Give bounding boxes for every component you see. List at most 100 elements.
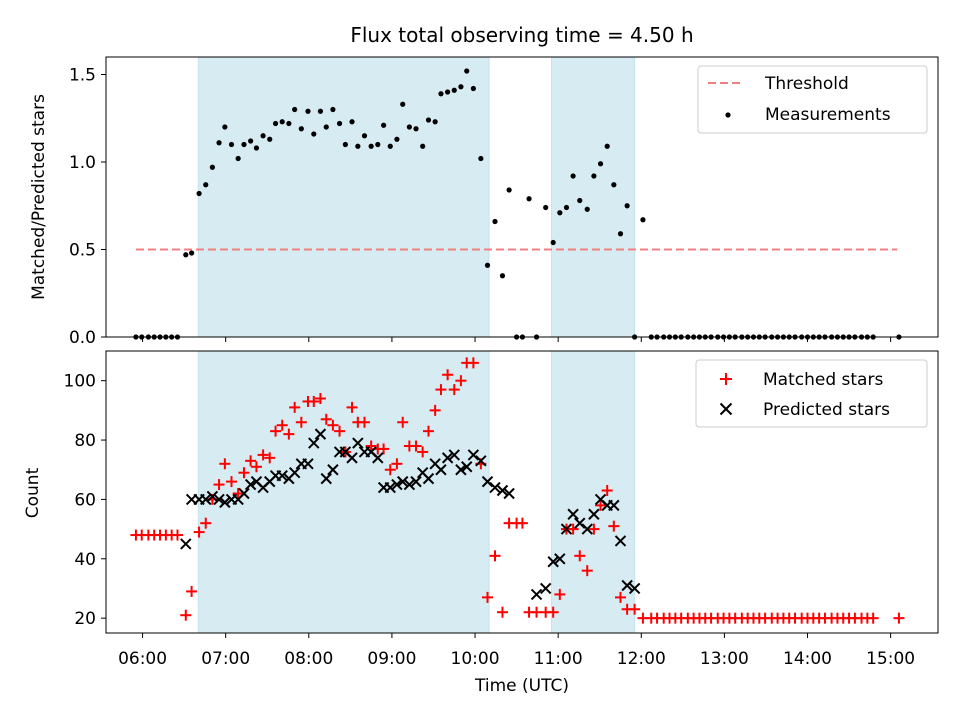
measurement-point: [451, 87, 457, 93]
top-panel: 0.0 0.5 1.0 1.5 Matched/Predicted stars Thr…: [29, 56, 939, 348]
measurement-point: [241, 141, 247, 148]
matched-star-point: [200, 517, 212, 529]
measurement-point: [506, 187, 512, 193]
predicted-star-point: [475, 455, 487, 467]
bottom-shaded-regions: [197, 350, 636, 634]
x-tick-label: 06:00: [118, 649, 167, 669]
measurement-point: [381, 122, 387, 128]
y-tick-label: 0.0: [69, 328, 96, 348]
matched-star-point: [171, 529, 183, 541]
predicted-star-point: [180, 538, 192, 550]
y-tick-label: 1.0: [69, 153, 96, 173]
matched-star-points: [130, 357, 905, 624]
measurement-point: [499, 273, 506, 279]
measurement-point: [368, 143, 374, 149]
matched-star-point: [358, 416, 370, 428]
measurement-point: [267, 136, 273, 142]
measurement-point: [298, 126, 304, 132]
measurement-point: [425, 117, 432, 123]
matched-star-point: [270, 425, 282, 437]
predicted-star-point: [588, 508, 600, 520]
matched-star-point: [308, 395, 320, 407]
x-tick-label: 08:00: [284, 649, 333, 669]
measurement-point: [597, 161, 604, 167]
matched-star-point: [397, 416, 409, 428]
measurement-point: [577, 197, 583, 204]
measurement-point: [196, 190, 202, 197]
predicted-star-point: [308, 437, 320, 449]
matched-star-point: [867, 612, 879, 624]
predicted-star-point: [288, 466, 301, 479]
predicted-star-point: [455, 464, 467, 476]
matched-star-point: [219, 458, 231, 470]
y-tick-label: 40: [74, 550, 96, 570]
predicted-star-point: [621, 579, 633, 592]
measurement-point: [342, 141, 348, 148]
matched-star-point: [516, 517, 528, 529]
shaded-region: [551, 350, 636, 634]
predicted-star-point: [614, 535, 627, 547]
threshold-legend-label: Threshold: [764, 74, 849, 94]
top-y-ticks: 0.0 0.5 1.0 1.5: [69, 66, 106, 348]
predicted-star-point: [391, 478, 403, 491]
matched-star-point: [489, 550, 501, 562]
predicted-star-point: [410, 475, 422, 488]
measurement-point: [640, 217, 646, 223]
measurement-point: [260, 133, 266, 139]
measurement-point: [484, 262, 491, 268]
y-tick-label: 1.5: [69, 66, 96, 86]
bottom-y-axis-label: Count: [23, 467, 43, 518]
matched-star-point: [314, 392, 326, 404]
measurement-point: [355, 143, 361, 149]
predicted-star-point: [372, 452, 384, 464]
matched-star-point: [257, 449, 269, 461]
y-tick-label: 100: [64, 372, 96, 392]
matched-star-point: [365, 440, 377, 452]
predicted-star-point: [352, 437, 364, 449]
predicted-star-point: [238, 487, 250, 500]
matched-star-point: [238, 467, 250, 479]
matched-star-point: [193, 526, 205, 538]
matched-star-point: [378, 443, 390, 455]
matched-star-point: [213, 479, 225, 491]
measurement-point: [492, 218, 498, 225]
measurement-point: [604, 143, 610, 149]
measurement-point: [438, 91, 444, 97]
matched-star-point: [614, 591, 626, 603]
predicted-star-point: [276, 469, 288, 482]
matched-star-point: [346, 401, 358, 413]
predicted-star-point: [346, 452, 358, 464]
measurement-point: [624, 203, 630, 209]
measurement-legend-swatch: [725, 112, 731, 118]
predicted-star-point: [554, 553, 566, 565]
measurement-point: [526, 196, 532, 202]
matched-star-point: [276, 419, 288, 431]
matched-star-point: [384, 464, 396, 476]
measurement-point: [420, 143, 426, 149]
measurement-point: [349, 119, 355, 125]
predicted-star-point: [489, 481, 501, 494]
measurement-point: [203, 182, 209, 188]
top-legend: Threshold Measurements: [697, 65, 928, 134]
measurement-point: [550, 239, 556, 246]
measurement-point: [286, 120, 292, 127]
matched-star-point: [588, 523, 600, 535]
measurement-point: [209, 164, 215, 170]
matched-star-point: [448, 384, 460, 396]
x-tick-label: 13:00: [700, 649, 749, 669]
matched-star-point: [455, 375, 467, 387]
matched-star-point: [442, 369, 454, 381]
measurement-point: [248, 138, 254, 144]
y-tick-label: 60: [74, 490, 96, 510]
matched-star-point: [429, 404, 441, 416]
predicted-star-point: [327, 464, 339, 476]
matched-star-point: [245, 455, 257, 467]
predicted-star-point: [547, 556, 559, 568]
measurement-point: [478, 155, 484, 162]
predicted-star-point: [441, 452, 454, 464]
predicted-star-point: [244, 478, 257, 491]
bottom-panel: 20 40 60 80 100 06:00 07:00 08:00 09:00 10:00 11:…: [23, 350, 939, 696]
y-tick-label: 20: [74, 609, 96, 629]
matched-star-point: [595, 499, 607, 511]
matched-star-point: [567, 523, 579, 535]
